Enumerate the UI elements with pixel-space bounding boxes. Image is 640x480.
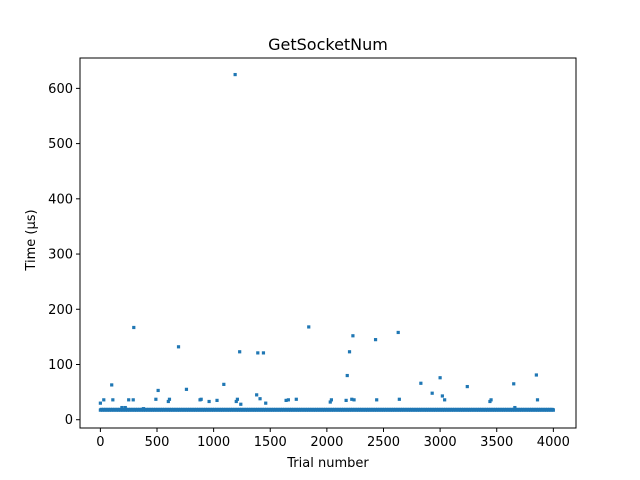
data-point (397, 397, 401, 401)
x-tick-label: 500 (145, 435, 170, 450)
plot-frame (79, 57, 577, 429)
x-tick-label: 0 (96, 435, 104, 450)
data-point (166, 399, 170, 404)
data-point (131, 398, 135, 402)
data-point (199, 397, 203, 401)
x-tick-label: 1000 (197, 435, 230, 450)
data-point (396, 330, 400, 335)
y-tick-label: 200 (48, 303, 73, 318)
data-point (127, 398, 131, 402)
data-point (238, 350, 242, 354)
data-point (329, 398, 333, 402)
data-point (430, 391, 434, 395)
data-point (215, 398, 219, 402)
data-point (373, 338, 378, 342)
data-point (256, 351, 260, 355)
data-point (222, 382, 226, 386)
x-tick-label: 3500 (480, 435, 513, 450)
data-point (184, 387, 189, 391)
data-point (98, 401, 102, 405)
x-axis-label: Trial number (286, 456, 369, 471)
data-point (123, 405, 127, 410)
data-point (489, 398, 493, 402)
data-point (307, 325, 311, 329)
data-point (176, 345, 181, 349)
data-point (328, 400, 332, 404)
y-tick-label: 600 (48, 82, 73, 97)
data-point (465, 384, 469, 389)
data-point (110, 383, 114, 387)
data-point (258, 397, 262, 401)
x-tick-label: 4000 (537, 435, 570, 450)
data-point (419, 381, 423, 385)
x-tick-label: 2000 (310, 435, 343, 450)
data-point (488, 399, 492, 404)
data-points (98, 72, 555, 412)
data-point (512, 382, 516, 386)
data-point (440, 394, 444, 398)
data-point (132, 325, 136, 330)
data-point (102, 398, 106, 402)
data-point (264, 401, 268, 405)
data-point (120, 405, 124, 410)
data-point (235, 397, 240, 401)
data-point (239, 402, 243, 406)
data-point (156, 388, 160, 393)
data-point (286, 398, 290, 402)
data-point (345, 373, 349, 378)
chart-title: GetSocketNum (268, 35, 388, 54)
data-point (167, 397, 172, 401)
data-point (284, 398, 288, 402)
x-tick-label: 3000 (424, 435, 457, 450)
data-point (375, 398, 379, 402)
data-point (513, 405, 517, 410)
data-point (350, 397, 354, 401)
y-tick-label: 500 (48, 137, 73, 152)
data-point (234, 399, 238, 404)
data-point (351, 334, 355, 338)
y-tick-label: 0 (65, 413, 73, 428)
data-point (347, 350, 352, 354)
data-point (255, 393, 259, 397)
data-point (111, 398, 115, 402)
data-point (534, 373, 538, 377)
data-point (352, 398, 356, 402)
data-point (261, 351, 266, 355)
x-tick-label: 1500 (254, 435, 287, 450)
data-point (438, 376, 442, 380)
data-point (207, 399, 211, 404)
y-tick-label: 100 (48, 358, 73, 373)
data-point (233, 72, 237, 77)
x-tick-label: 2500 (367, 435, 400, 450)
y-axis-label: Time (µs) (24, 209, 39, 271)
data-point (141, 407, 146, 411)
data-point (294, 397, 298, 401)
y-tick-label: 300 (48, 248, 73, 263)
data-point (344, 398, 348, 402)
axes: 0 500 1000 1500 2000 2500 3000 3500 4000 0 100 200 3… (48, 57, 577, 450)
data-point (154, 397, 158, 401)
y-tick-label: 400 (48, 192, 73, 207)
data-point (443, 398, 447, 402)
data-point (551, 408, 555, 412)
data-point (535, 398, 540, 402)
